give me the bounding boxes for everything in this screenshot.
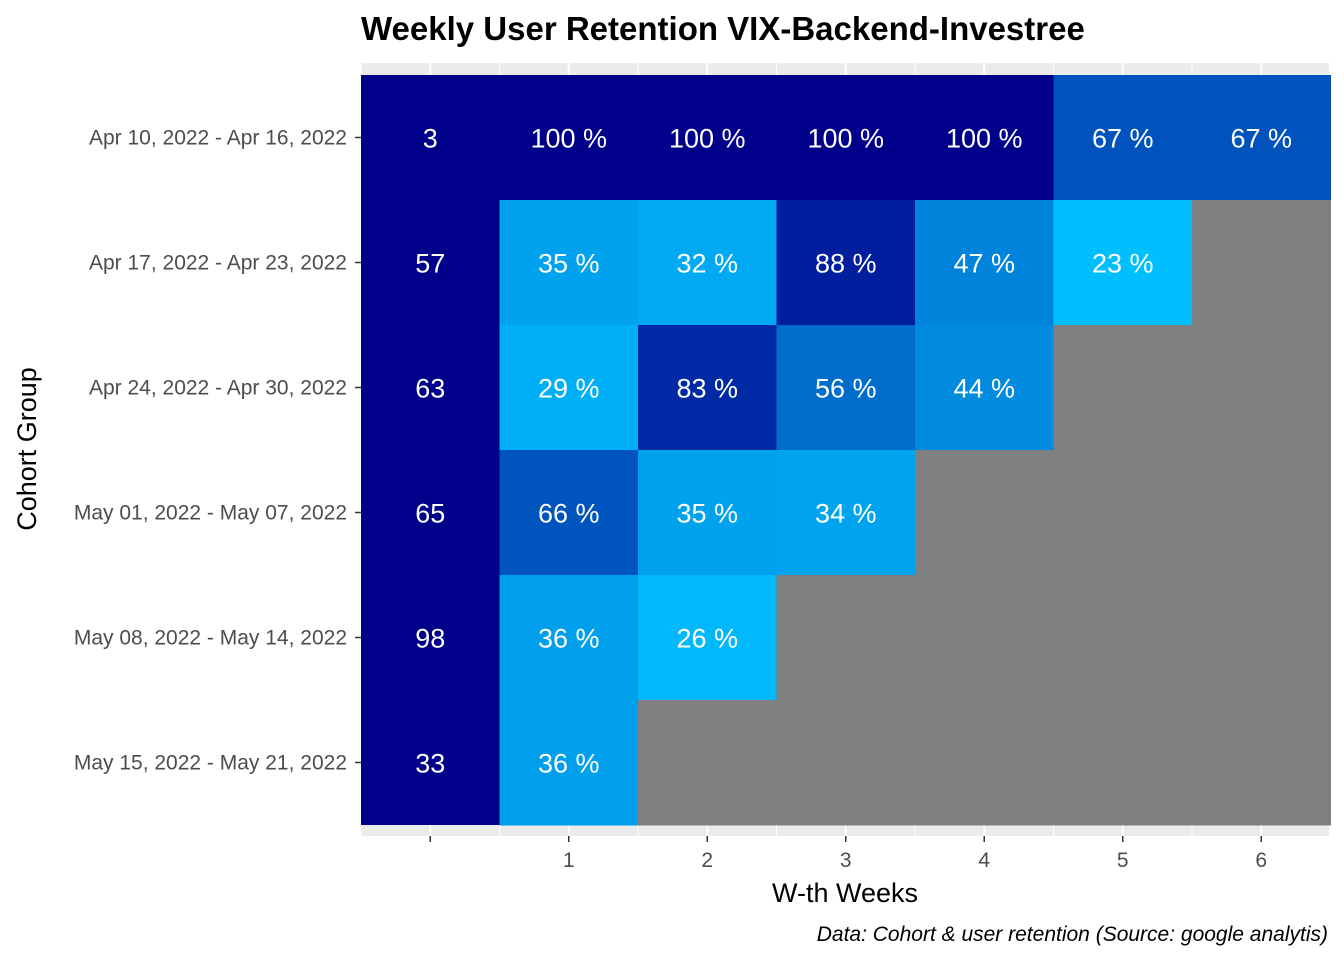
retention-cell: [499, 200, 639, 326]
retention-cell: [776, 450, 916, 576]
retention-cell: [638, 450, 777, 576]
retention-label: 100 %: [946, 124, 1023, 154]
empty-cell: [915, 450, 1054, 576]
retention-label: 56 %: [815, 374, 877, 404]
cohort-size-cell: [361, 700, 500, 825]
cohort-size-cell: [361, 200, 500, 325]
retention-label: 32 %: [676, 249, 738, 279]
retention-cell: [638, 200, 777, 326]
cohort-size-cell: [361, 325, 500, 450]
retention-label: 35 %: [676, 499, 738, 529]
empty-cell: [776, 575, 916, 701]
x-tick-label: 5: [1117, 849, 1129, 872]
x-tick-label: 6: [1255, 849, 1267, 872]
x-axis-label: W-th Weeks: [772, 878, 918, 908]
retention-cell: [638, 325, 777, 451]
y-tick-label: Apr 17, 2022 - Apr 23, 2022: [89, 252, 347, 275]
empty-cell: [1192, 575, 1331, 701]
retention-label: 100 %: [807, 124, 884, 154]
y-tick-label: May 08, 2022 - May 14, 2022: [74, 627, 347, 650]
heatmap-cells: [361, 75, 1331, 826]
x-tick-label: 1: [563, 849, 575, 872]
cohort-size-cell: [361, 75, 500, 200]
retention-label: 26 %: [676, 624, 738, 654]
y-axis-ticks: Apr 10, 2022 - Apr 16, 2022 Apr 17, 2022 …: [74, 127, 361, 775]
retention-label: 66 %: [538, 499, 600, 529]
chart-caption: Data: Cohort & user retention (Source: g…: [817, 923, 1328, 946]
x-tick-label: 3: [840, 849, 852, 872]
retention-cell: [499, 325, 639, 451]
retention-cell: [915, 325, 1054, 451]
retention-cell: [638, 575, 777, 701]
empty-cell: [1192, 200, 1331, 326]
empty-cell: [1192, 325, 1331, 451]
retention-label: 29 %: [538, 374, 600, 404]
heatmap-cell-labels: 3 100 % 100 % 100 % 100 % 67 % 67 % 57 35 % 32 % 8…: [415, 124, 1292, 779]
retention-label: 35 %: [538, 249, 600, 279]
retention-label: 47 %: [953, 249, 1015, 279]
empty-cell: [1053, 325, 1193, 451]
retention-cell: [776, 75, 916, 201]
retention-cell: [1053, 200, 1193, 326]
retention-cell: [776, 200, 916, 326]
y-tick-label: May 15, 2022 - May 21, 2022: [74, 752, 347, 775]
cohort-size-cell: [361, 450, 500, 575]
empty-cell: [1192, 700, 1331, 826]
empty-cell: [1053, 575, 1193, 701]
retention-label: 88 %: [815, 249, 877, 279]
retention-label: 36 %: [538, 749, 600, 779]
retention-cell: [776, 325, 916, 451]
retention-label: 34 %: [815, 499, 877, 529]
empty-cell: [915, 575, 1054, 701]
retention-label: 23 %: [1092, 249, 1154, 279]
retention-cell: [1053, 75, 1193, 201]
retention-label: 36 %: [538, 624, 600, 654]
empty-cell: [1192, 450, 1331, 576]
cohort-size-label: 33: [415, 749, 445, 779]
x-tick-label: 4: [978, 849, 990, 872]
y-tick-label: May 01, 2022 - May 07, 2022: [74, 502, 347, 525]
chart-title: Weekly User Retention VIX-Backend-Invest…: [361, 10, 1085, 47]
retention-cell: [499, 575, 639, 701]
y-axis-label: Cohort Group: [12, 367, 42, 531]
cohort-size-label: 57: [415, 249, 445, 279]
retention-cell: [499, 700, 639, 826]
retention-cell: [915, 75, 1054, 201]
retention-label: 44 %: [953, 374, 1015, 404]
retention-cell: [638, 75, 777, 201]
retention-label: 67 %: [1230, 124, 1292, 154]
cohort-size-label: 63: [415, 374, 445, 404]
empty-cell: [638, 700, 777, 826]
x-tick-label: 2: [701, 849, 713, 872]
empty-cell: [776, 700, 916, 826]
cohort-size-cell: [361, 575, 500, 700]
y-tick-label: Apr 24, 2022 - Apr 30, 2022: [89, 377, 347, 400]
retention-label: 83 %: [676, 374, 738, 404]
retention-cell: [915, 200, 1054, 326]
empty-cell: [1053, 450, 1193, 576]
retention-cell: [1192, 75, 1331, 201]
retention-label: 67 %: [1092, 124, 1154, 154]
retention-label: 100 %: [669, 124, 746, 154]
cohort-size-label: 65: [415, 499, 445, 529]
retention-cell: [499, 75, 639, 201]
retention-label: 100 %: [530, 124, 607, 154]
cohort-size-label: 98: [415, 624, 445, 654]
empty-cell: [1053, 700, 1193, 826]
empty-cell: [915, 700, 1054, 826]
retention-cell: [499, 450, 639, 576]
x-axis-ticks: 1 2 3 4 5 6: [429, 836, 1267, 872]
y-tick-label: Apr 10, 2022 - Apr 16, 2022: [89, 127, 347, 150]
cohort-size-label: 3: [423, 124, 438, 154]
